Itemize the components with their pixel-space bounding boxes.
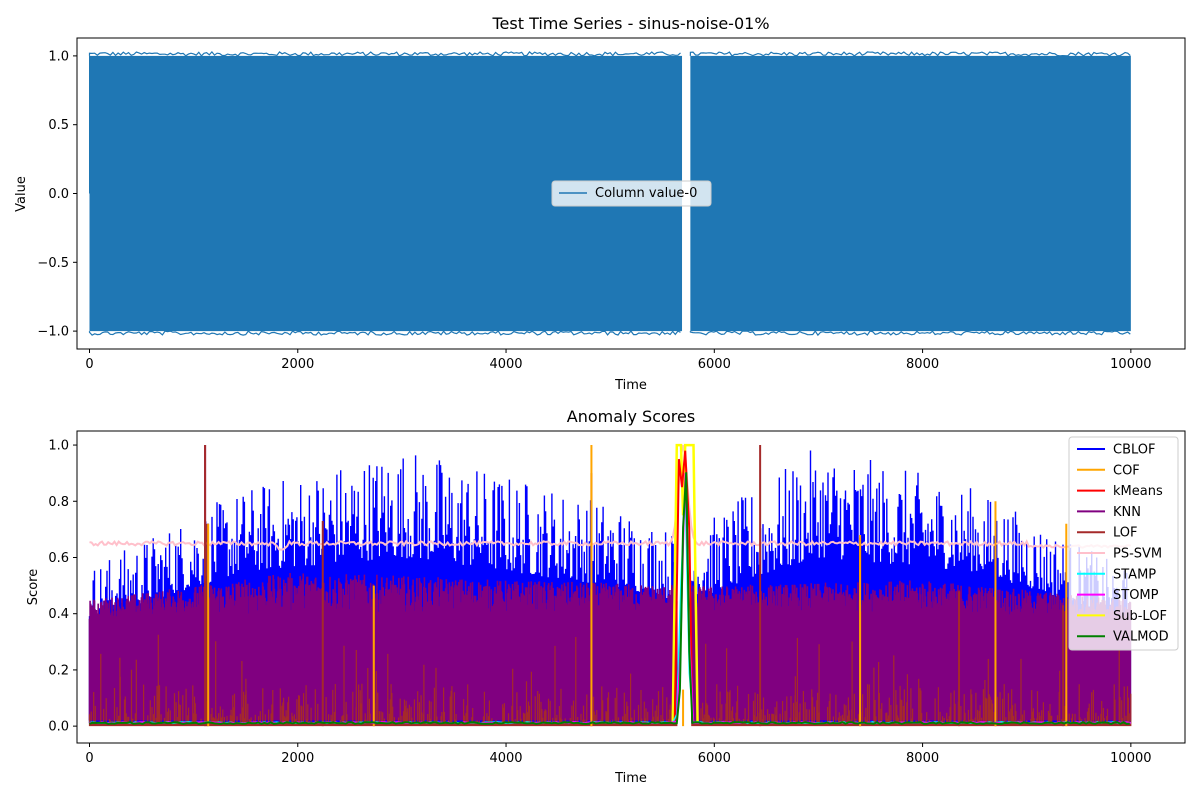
time-series-legend-box	[551, 180, 712, 207]
time-series-x-tick-label: 6000	[698, 357, 731, 372]
time-series-y-tick-label: 0.5	[48, 118, 69, 133]
legend-label-lof: LOF	[1113, 526, 1138, 541]
time-series-legend: Column value-0	[551, 180, 712, 207]
anomaly-scores-y-tick-label: 0.2	[48, 663, 69, 678]
anomaly-scores-y-tick-label: 0.6	[48, 551, 69, 566]
time-series-x-tick-label: 4000	[489, 357, 522, 372]
legend-label-column-value-0: Column value-0	[595, 186, 697, 201]
legend-label-ps-svm: PS-SVM	[1113, 547, 1162, 562]
time-series-plot: Test Time Series - sinus-noise-01% 0 2000…	[14, 14, 1186, 393]
legend-label-sub-lof: Sub-LOF	[1113, 609, 1167, 624]
series-column-value-0-upper-edge	[88, 50, 681, 57]
time-series-y-tick-label: 1.0	[48, 49, 69, 64]
anomaly-scores-y-label: Score	[26, 569, 41, 605]
anomaly-scores-marks	[88, 443, 1132, 727]
anomaly-scores-x-tick-label: 2000	[281, 751, 314, 766]
anomaly-scores-legend: CBLOF COF kMeans KNN LOF PS-SVM STAMP STOMP Sub-…	[1068, 436, 1179, 651]
time-series-x-tick-label: 0	[85, 357, 93, 372]
anomaly-scores-x-tick-label: 4000	[489, 751, 522, 766]
series-column-value-0-lower-edge	[88, 330, 681, 336]
anomaly-scores-title: Anomaly Scores	[567, 407, 695, 426]
series-column-value-0-lower-edge	[689, 330, 1131, 337]
anomaly-scores-x-tick-label: 6000	[698, 751, 731, 766]
time-series-x-tick-label: 2000	[281, 357, 314, 372]
legend-label-valmod: VALMOD	[1113, 630, 1169, 645]
time-series-axes-frame	[76, 37, 1186, 350]
time-series-y-tick-label: 0.0	[48, 187, 69, 202]
anomaly-scores-x-ticks: 0 2000 4000 6000 8000 10000	[85, 743, 1152, 766]
time-series-y-tick-label: −0.5	[37, 256, 69, 271]
series-knn	[88, 573, 1132, 721]
anomaly-scores-plot: Anomaly Scores 0 2000 4000 6000 8000 10000 0.…	[26, 407, 1186, 786]
anomaly-scores-x-tick-label: 10000	[1110, 751, 1151, 766]
anomaly-scores-y-tick-label: 0.4	[48, 607, 69, 622]
time-series-x-tick-label: 10000	[1110, 357, 1151, 372]
series-column-value-0-upper-edge	[689, 51, 1131, 57]
time-series-title: Test Time Series - sinus-noise-01%	[491, 14, 769, 33]
series-kmeans	[673, 450, 694, 724]
time-series-x-tick-label: 8000	[906, 357, 939, 372]
legend-label-cblof: CBLOF	[1113, 443, 1156, 458]
anomaly-scores-axes-frame	[76, 430, 1186, 744]
anomaly-scores-y-tick-label: 1.0	[48, 439, 69, 454]
time-series-x-ticks: 0 2000 4000 6000 8000 10000	[85, 349, 1152, 372]
legend-label-stamp: STAMP	[1113, 567, 1156, 582]
anomaly-scores-x-tick-label: 8000	[906, 751, 939, 766]
time-series-y-tick-label: −1.0	[37, 325, 69, 340]
legend-label-kmeans: kMeans	[1113, 484, 1163, 499]
time-series-x-label: Time	[614, 378, 647, 393]
anomaly-scores-x-tick-label: 0	[85, 751, 93, 766]
legend-label-cof: COF	[1113, 463, 1140, 478]
anomaly-scores-y-tick-label: 0.0	[48, 720, 69, 735]
series-valmod	[89, 472, 1130, 725]
anomaly-scores-y-tick-label: 0.8	[48, 495, 69, 510]
anomaly-scores-x-label: Time	[614, 771, 647, 786]
legend-label-knn: KNN	[1113, 505, 1141, 520]
time-series-y-label: Value	[14, 176, 29, 212]
anomaly-scores-y-ticks: 0.0 0.2 0.4 0.6 0.8 1.0	[48, 439, 77, 735]
series-ps-svm	[89, 444, 1132, 551]
series-column-value-0-segment	[690, 55, 1131, 332]
legend-label-stomp: STOMP	[1113, 588, 1159, 603]
time-series-y-ticks: −1.0 −0.5 0.0 0.5 1.0	[37, 49, 77, 340]
